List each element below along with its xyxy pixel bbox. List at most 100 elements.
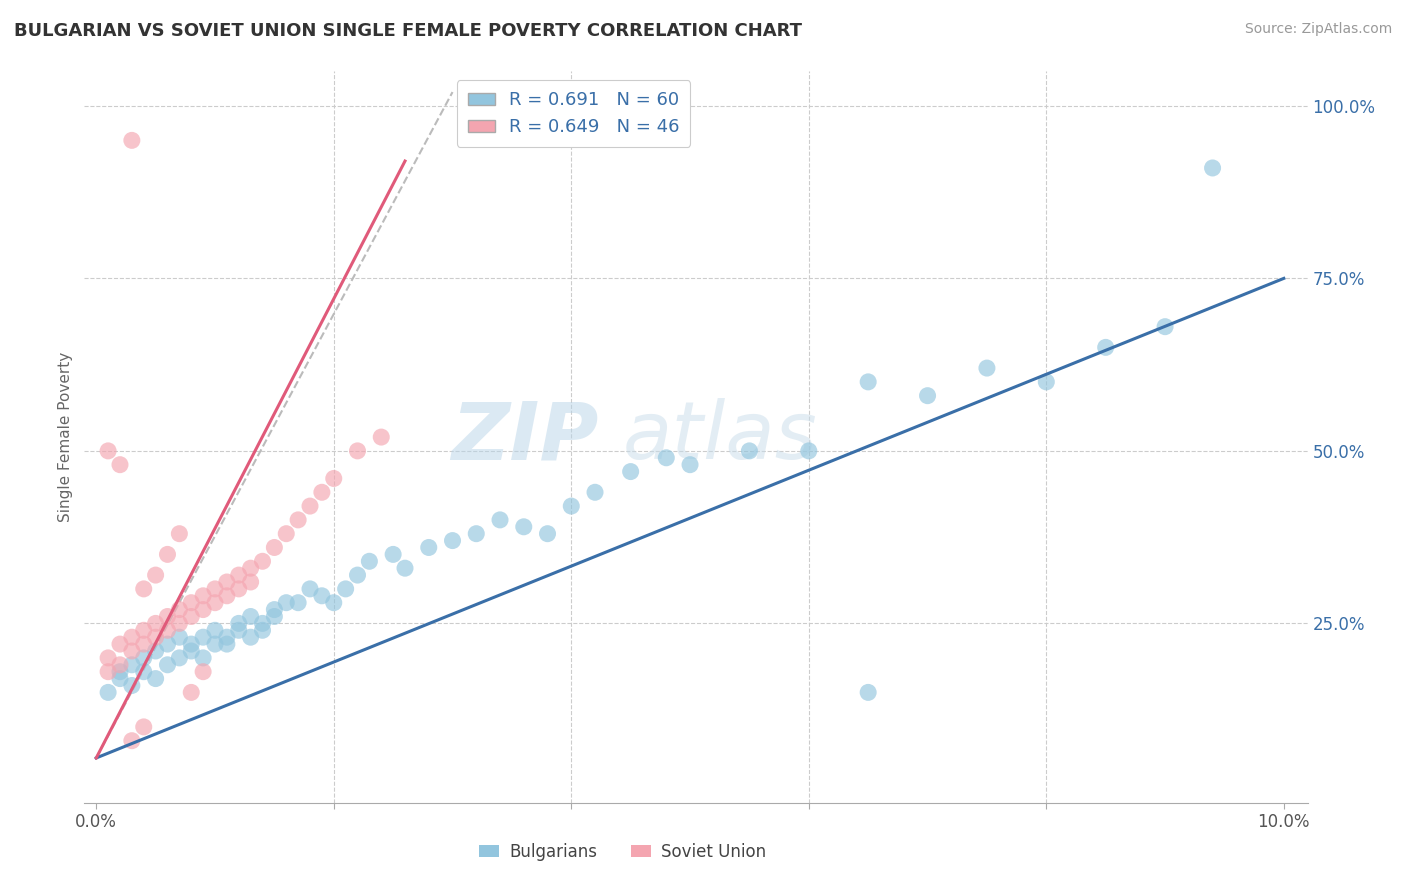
Bulgarians <box>382 548 405 562</box>
Soviet Union <box>156 548 179 562</box>
Bulgarians <box>418 541 440 555</box>
Bulgarians <box>180 637 202 651</box>
Bulgarians <box>298 582 321 596</box>
Soviet Union <box>97 443 120 458</box>
Bulgarians <box>536 526 558 541</box>
Soviet Union <box>169 602 191 616</box>
Bulgarians <box>441 533 464 548</box>
Bulgarians <box>856 685 879 699</box>
Legend: Bulgarians, Soviet Union: Bulgarians, Soviet Union <box>472 837 772 868</box>
Bulgarians <box>228 616 250 631</box>
Soviet Union <box>121 644 143 658</box>
Bulgarians <box>489 513 512 527</box>
Soviet Union <box>180 685 202 699</box>
Soviet Union <box>156 609 179 624</box>
Soviet Union <box>97 665 120 679</box>
Soviet Union <box>204 582 226 596</box>
Soviet Union <box>132 624 155 638</box>
Bulgarians <box>655 450 678 465</box>
Bulgarians <box>346 568 368 582</box>
Bulgarians <box>145 644 167 658</box>
Bulgarians <box>132 665 155 679</box>
Bulgarians <box>191 651 214 665</box>
Bulgarians <box>335 582 357 596</box>
Bulgarians <box>169 630 191 644</box>
Bulgarians <box>679 458 702 472</box>
Soviet Union <box>370 430 392 444</box>
Bulgarians <box>191 630 214 644</box>
Soviet Union <box>145 630 167 644</box>
Bulgarians <box>252 616 274 631</box>
Soviet Union <box>169 526 191 541</box>
Bulgarians <box>121 657 143 672</box>
Bulgarians <box>359 554 381 568</box>
Soviet Union <box>169 616 191 631</box>
Soviet Union <box>239 561 262 575</box>
Text: atlas: atlas <box>623 398 817 476</box>
Bulgarians <box>976 361 998 376</box>
Soviet Union <box>252 554 274 568</box>
Bulgarians <box>738 443 761 458</box>
Bulgarians <box>287 596 309 610</box>
Bulgarians <box>204 624 226 638</box>
Bulgarians <box>215 630 238 644</box>
Bulgarians <box>1154 319 1177 334</box>
Bulgarians <box>204 637 226 651</box>
Bulgarians <box>156 637 179 651</box>
Bulgarians <box>108 672 131 686</box>
Bulgarians <box>513 520 536 534</box>
Soviet Union <box>239 574 262 589</box>
Soviet Union <box>97 651 120 665</box>
Bulgarians <box>797 443 820 458</box>
Bulgarians <box>560 499 582 513</box>
Bulgarians <box>263 609 285 624</box>
Text: ZIP: ZIP <box>451 398 598 476</box>
Soviet Union <box>228 568 250 582</box>
Bulgarians <box>156 657 179 672</box>
Soviet Union <box>145 568 167 582</box>
Text: Source: ZipAtlas.com: Source: ZipAtlas.com <box>1244 22 1392 37</box>
Soviet Union <box>311 485 333 500</box>
Bulgarians <box>620 465 643 479</box>
Soviet Union <box>204 596 226 610</box>
Bulgarians <box>97 685 120 699</box>
Bulgarians <box>465 526 488 541</box>
Bulgarians <box>276 596 298 610</box>
Bulgarians <box>263 602 285 616</box>
Soviet Union <box>108 657 131 672</box>
Soviet Union <box>346 443 368 458</box>
Bulgarians <box>239 630 262 644</box>
Soviet Union <box>287 513 309 527</box>
Bulgarians <box>215 637 238 651</box>
Soviet Union <box>228 582 250 596</box>
Bulgarians <box>583 485 606 500</box>
Bulgarians <box>1201 161 1223 175</box>
Bulgarians <box>322 596 344 610</box>
Soviet Union <box>215 574 238 589</box>
Soviet Union <box>276 526 298 541</box>
Soviet Union <box>108 458 131 472</box>
Bulgarians <box>132 651 155 665</box>
Soviet Union <box>121 133 143 147</box>
Bulgarians <box>121 678 143 692</box>
Bulgarians <box>228 624 250 638</box>
Bulgarians <box>180 644 202 658</box>
Soviet Union <box>298 499 321 513</box>
Soviet Union <box>322 471 344 485</box>
Bulgarians <box>169 651 191 665</box>
Soviet Union <box>132 582 155 596</box>
Bulgarians <box>108 665 131 679</box>
Soviet Union <box>132 720 155 734</box>
Soviet Union <box>191 589 214 603</box>
Bulgarians <box>394 561 416 575</box>
Y-axis label: Single Female Poverty: Single Female Poverty <box>58 352 73 522</box>
Soviet Union <box>180 596 202 610</box>
Soviet Union <box>132 637 155 651</box>
Soviet Union <box>263 541 285 555</box>
Soviet Union <box>191 665 214 679</box>
Soviet Union <box>121 733 143 747</box>
Bulgarians <box>239 609 262 624</box>
Bulgarians <box>1094 340 1116 354</box>
Bulgarians <box>311 589 333 603</box>
Soviet Union <box>180 609 202 624</box>
